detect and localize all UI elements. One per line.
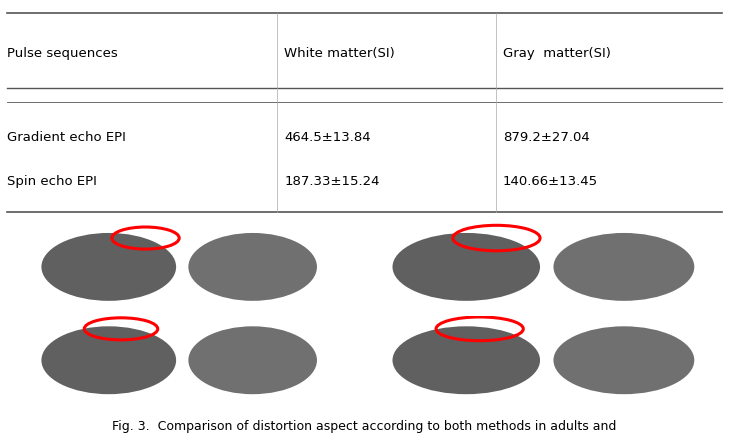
Text: Gradient echo EPI: Gradient echo EPI [7, 130, 126, 144]
Text: a: a [39, 227, 47, 241]
Ellipse shape [392, 233, 540, 301]
Text: 140.66±13.45: 140.66±13.45 [503, 175, 598, 188]
Text: c: c [389, 227, 397, 241]
Ellipse shape [553, 233, 694, 301]
Ellipse shape [392, 326, 540, 394]
Text: d: d [389, 320, 398, 334]
Text: b: b [39, 320, 47, 334]
Ellipse shape [188, 233, 317, 301]
Text: 187.33±15.24: 187.33±15.24 [284, 175, 380, 188]
Text: White matter(SI): White matter(SI) [284, 46, 395, 60]
Text: Gray  matter(SI): Gray matter(SI) [503, 46, 611, 60]
Ellipse shape [553, 326, 694, 394]
Text: Spin echo EPI: Spin echo EPI [7, 175, 97, 188]
Ellipse shape [42, 326, 176, 394]
Ellipse shape [42, 233, 176, 301]
Text: 464.5±13.84: 464.5±13.84 [284, 130, 371, 144]
Text: Pulse sequences: Pulse sequences [7, 46, 118, 60]
Ellipse shape [188, 326, 317, 394]
Text: 879.2±27.04: 879.2±27.04 [503, 130, 590, 144]
Text: Fig. 3.  Comparison of distortion aspect according to both methods in adults and: Fig. 3. Comparison of distortion aspect … [112, 420, 617, 433]
